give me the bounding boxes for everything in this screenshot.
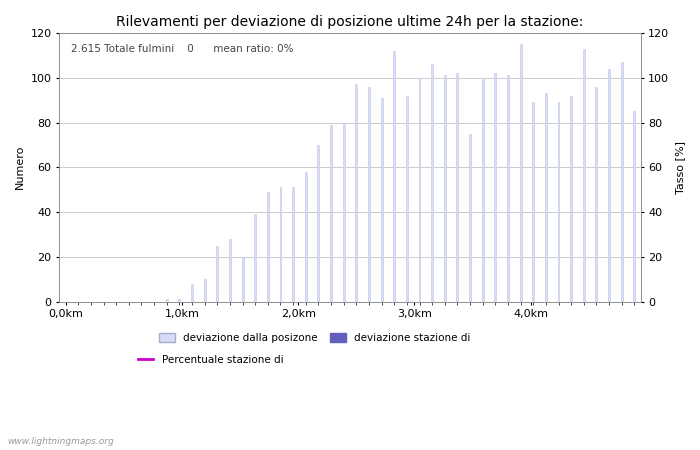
Bar (507, 76, 509, 302)
Bar (583, 49, 584, 302)
Bar (254, 214, 256, 302)
Bar (419, 78, 421, 302)
Bar (356, 85, 357, 302)
Y-axis label: Numero: Numero (15, 145, 25, 189)
Bar (381, 98, 382, 302)
Bar (570, 96, 572, 302)
Bar (482, 78, 484, 302)
Bar (304, 172, 307, 302)
Bar (393, 51, 395, 302)
Title: Rilevamenti per deviazione di posizione ultime 24h per la stazione:: Rilevamenti per deviazione di posizione … (116, 15, 584, 29)
Bar (519, 44, 522, 302)
Bar (608, 69, 610, 302)
Legend: Percentuale stazione di: Percentuale stazione di (134, 351, 288, 369)
Bar (229, 239, 231, 302)
Bar (469, 134, 471, 302)
Bar (216, 246, 218, 302)
Text: www.lightningmaps.org: www.lightningmaps.org (7, 436, 113, 446)
Bar (330, 125, 332, 302)
Bar (596, 87, 597, 302)
Bar (532, 102, 534, 302)
Bar (267, 192, 269, 302)
Text: 2.615 Totale fulmini    0      mean ratio: 0%: 2.615 Totale fulmini 0 mean ratio: 0% (71, 44, 293, 54)
Bar (431, 64, 433, 302)
Y-axis label: Tasso [%]: Tasso [%] (675, 141, 685, 194)
Bar (166, 299, 168, 302)
Bar (178, 299, 181, 302)
Bar (292, 188, 294, 302)
Bar (558, 102, 559, 302)
Bar (343, 122, 344, 302)
Bar (368, 87, 370, 302)
Bar (406, 96, 408, 302)
Bar (444, 76, 446, 302)
Bar (634, 111, 636, 302)
Bar (204, 279, 206, 302)
Bar (494, 73, 496, 302)
Bar (241, 257, 244, 302)
Bar (279, 188, 281, 302)
Bar (545, 94, 547, 302)
Bar (456, 73, 459, 302)
Bar (191, 284, 193, 302)
Bar (318, 145, 319, 302)
Bar (621, 62, 623, 302)
